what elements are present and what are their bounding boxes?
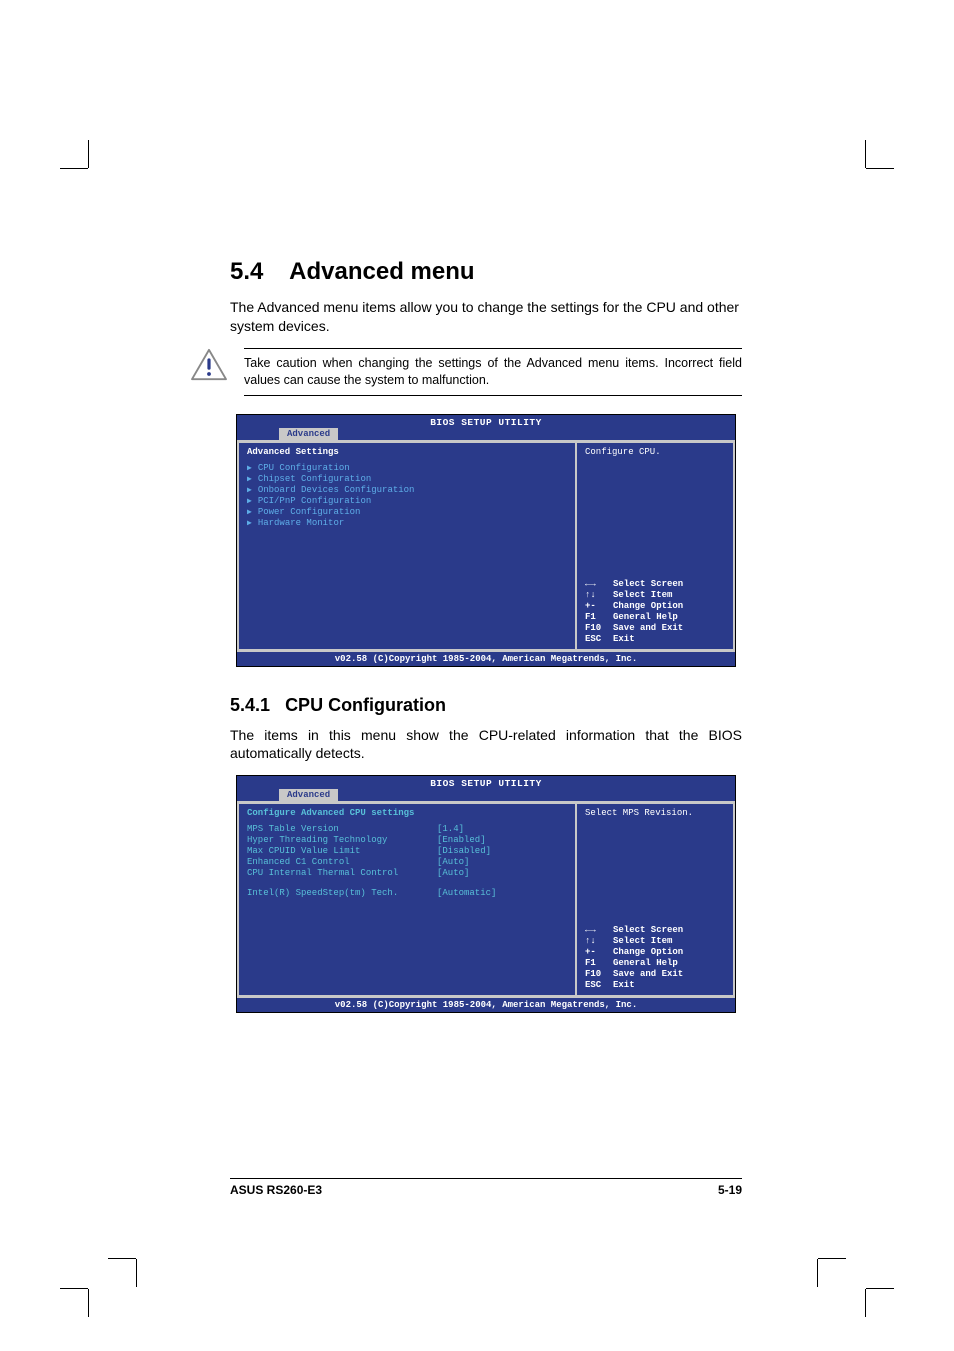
bios-nav-hint: ↑↓Select Item [585,936,725,946]
bios-nav-key: ←→ [585,579,613,589]
bios-nav-label: Select Item [613,590,672,600]
triangle-icon: ▶ [247,507,252,517]
bios-nav-key: F10 [585,623,613,633]
bios-nav-label: Save and Exit [613,623,683,633]
caution-block: Take caution when changing the settings … [190,348,742,396]
bios-nav-hint: F1General Help [585,612,725,622]
bios-cpu-value: [1.4] [437,824,464,834]
bios-nav-hint: +-Change Option [585,601,725,611]
bios-item-label: CPU Configuration [258,463,350,473]
bios-tab-advanced: Advanced [279,789,338,801]
bios-nav-label: Select Screen [613,925,683,935]
bios-nav-hint: F10Save and Exit [585,969,725,979]
bios-menu-item: ▶ CPU Configuration [247,463,567,473]
triangle-icon: ▶ [247,496,252,506]
bios-nav-hint: ESCExit [585,634,725,644]
bios-nav-label: General Help [613,958,678,968]
bios-menu-item: ▶ Hardware Monitor [247,518,567,528]
bios-tab-advanced: Advanced [279,428,338,440]
bios-title: BIOS SETUP UTILITY [237,415,735,428]
triangle-icon: ▶ [247,474,252,484]
bios-cpu-value: [Auto] [437,857,469,867]
bios-cpu-help: Select MPS Revision. [585,808,725,818]
triangle-icon: ▶ [247,485,252,495]
intro-text: The Advanced menu items allow you to cha… [230,298,742,336]
footer-left: ASUS RS260-E3 [230,1183,322,1197]
bios-title: BIOS SETUP UTILITY [237,776,735,789]
bios-cpu-label: Intel(R) SpeedStep(tm) Tech. [247,888,437,898]
subsection-number: 5.4.1 [230,695,270,715]
bios-nav-key: ←→ [585,925,613,935]
bios-nav-key: ESC [585,980,613,990]
bios-menu-item: ▶ PCI/PnP Configuration [247,496,567,506]
subsection-intro: The items in this menu show the CPU-rela… [230,726,742,764]
bios-nav-label: Select Item [613,936,672,946]
subsection-heading: 5.4.1 CPU Configuration [230,695,742,716]
bios-item-label: Chipset Configuration [258,474,371,484]
bios-cpu-row: CPU Internal Thermal Control[Auto] [247,868,567,878]
bios-cpu-row: Intel(R) SpeedStep(tm) Tech. [Automatic] [247,888,567,898]
bios-nav-key: ↑↓ [585,590,613,600]
bios-cpu-row: MPS Table Version[1.4] [247,824,567,834]
bios-nav-label: Change Option [613,947,683,957]
bios-cpu-value: [Automatic] [437,888,496,898]
bios-nav-hint: ESCExit [585,980,725,990]
bios-nav-label: Exit [613,634,635,644]
bios-cpu-value: [Auto] [437,868,469,878]
section-heading: 5.4 Advanced menu [230,258,742,286]
bios-cpu-row: Max CPUID Value Limit[Disabled] [247,846,567,856]
bios-footer: v02.58 (C)Copyright 1985-2004, American … [237,997,735,1012]
footer-right: 5-19 [718,1183,742,1197]
bios-nav-hint: ←→Select Screen [585,579,725,589]
bios-cpu-heading: Configure Advanced CPU settings [247,808,567,818]
bios-item-label: Power Configuration [258,507,361,517]
subsection-title: CPU Configuration [285,695,446,715]
bios-cpu-label: MPS Table Version [247,824,437,834]
bios-nav-key: ↑↓ [585,936,613,946]
section-number: 5.4 [230,258,263,285]
bios-nav-hint: F1General Help [585,958,725,968]
bios-nav-hint: ←→Select Screen [585,925,725,935]
bios-nav-key: F1 [585,612,613,622]
bios-nav-label: Exit [613,980,635,990]
bios-cpu-label: CPU Internal Thermal Control [247,868,437,878]
bios-nav-key: F1 [585,958,613,968]
bios-nav-key: F10 [585,969,613,979]
bios-cpu-value: [Disabled] [437,846,491,856]
bios-adv-help: Configure CPU. [585,447,725,457]
section-title: Advanced menu [289,258,474,285]
bios-nav-label: Select Screen [613,579,683,589]
bios-menu-item: ▶ Chipset Configuration [247,474,567,484]
bios-cpu-label: Enhanced C1 Control [247,857,437,867]
bios-nav-label: General Help [613,612,678,622]
caution-icon [190,348,228,382]
bios-cpu-screenshot: BIOS SETUP UTILITY Advanced Configure Ad… [236,775,736,1013]
bios-nav-key: ESC [585,634,613,644]
bios-nav-key: +- [585,947,613,957]
page-footer: ASUS RS260-E3 5-19 [230,1178,742,1197]
bios-footer: v02.58 (C)Copyright 1985-2004, American … [237,651,735,666]
bios-cpu-value: [Enabled] [437,835,486,845]
bios-nav-hint: ↑↓Select Item [585,590,725,600]
bios-menu-item: ▶ Power Configuration [247,507,567,517]
bios-cpu-row: Hyper Threading Technology[Enabled] [247,835,567,845]
bios-item-label: Onboard Devices Configuration [258,485,415,495]
bios-nav-label: Change Option [613,601,683,611]
bios-menu-item: ▶ Onboard Devices Configuration [247,485,567,495]
bios-cpu-label: Max CPUID Value Limit [247,846,437,856]
bios-cpu-row: Enhanced C1 Control[Auto] [247,857,567,867]
bios-nav-hint: +-Change Option [585,947,725,957]
caution-text: Take caution when changing the settings … [244,349,742,395]
bios-item-label: Hardware Monitor [258,518,344,528]
bios-advanced-screenshot: BIOS SETUP UTILITY Advanced Advanced Set… [236,414,736,667]
bios-nav-hint: F10Save and Exit [585,623,725,633]
bios-adv-heading: Advanced Settings [247,447,567,457]
bios-nav-key: +- [585,601,613,611]
triangle-icon: ▶ [247,518,252,528]
bios-cpu-label: Hyper Threading Technology [247,835,437,845]
bios-item-label: PCI/PnP Configuration [258,496,371,506]
triangle-icon: ▶ [247,463,252,473]
bios-nav-label: Save and Exit [613,969,683,979]
